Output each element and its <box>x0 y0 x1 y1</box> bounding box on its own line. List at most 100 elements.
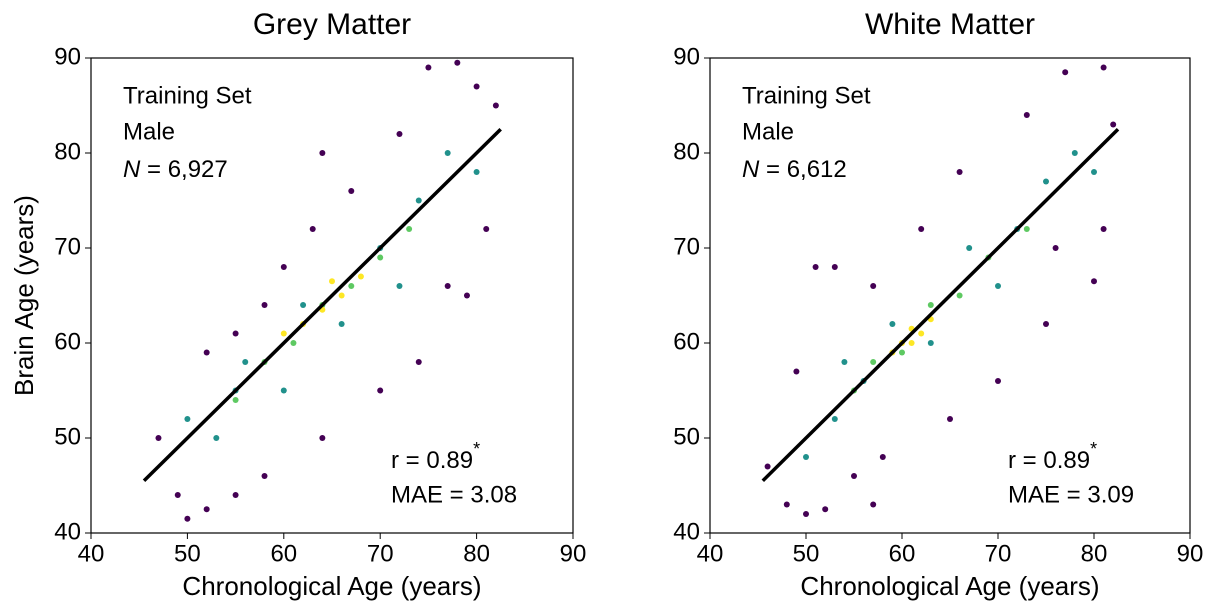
x-axis-label: Chronological Age (years) <box>182 571 481 601</box>
data-point <box>908 340 915 346</box>
data-point <box>425 64 432 71</box>
y-tick-label: 70 <box>54 233 81 260</box>
annotation: Male <box>742 118 794 145</box>
data-point <box>242 359 249 365</box>
x-tick-label: 80 <box>1081 540 1108 567</box>
annotation: Training Set <box>123 82 252 109</box>
y-tick-label: 60 <box>54 328 81 355</box>
data-point <box>348 283 355 289</box>
data-point <box>812 264 819 270</box>
data-point <box>406 226 413 232</box>
data-point <box>995 378 1001 384</box>
fit-line <box>761 128 1120 482</box>
data-point <box>396 283 403 289</box>
data-point <box>927 340 934 346</box>
x-tick-label: 50 <box>174 540 201 567</box>
data-point <box>155 435 162 441</box>
annotation: r = 0.89* <box>391 439 480 475</box>
data-point <box>870 359 877 365</box>
data-point <box>870 283 877 289</box>
data-point <box>803 454 809 460</box>
y-tick-label: 80 <box>673 138 700 165</box>
r-value: r = 0.89 <box>391 447 473 474</box>
annotation: Male <box>123 118 175 145</box>
n-symbol: N <box>123 156 141 183</box>
data-point <box>870 501 877 508</box>
y-tick-label: 80 <box>54 138 81 165</box>
data-point <box>174 492 181 498</box>
data-point <box>764 463 771 470</box>
data-point <box>1071 150 1078 156</box>
data-point <box>415 197 422 204</box>
data-point <box>280 387 287 394</box>
data-point <box>184 515 191 522</box>
data-point <box>280 330 287 337</box>
annotation: MAE = 3.09 <box>1008 481 1134 508</box>
x-tick-label: 70 <box>367 540 394 567</box>
y-axis-label: Brain Age (years) <box>9 195 39 396</box>
data-point <box>444 150 451 156</box>
annotation: N = 6,612 <box>742 156 847 183</box>
data-point <box>1110 121 1117 128</box>
x-axis-label: Chronological Age (years) <box>800 571 1099 601</box>
n-value: = 6,927 <box>140 156 227 183</box>
data-point <box>463 292 470 299</box>
r-mark: * <box>1090 439 1097 459</box>
data-point <box>377 254 384 261</box>
y-tick-label: 50 <box>673 423 700 450</box>
x-tick-label: 60 <box>270 540 297 567</box>
data-point <box>889 321 896 327</box>
data-point <box>415 359 422 365</box>
data-point <box>329 278 335 285</box>
data-point <box>1100 64 1107 71</box>
data-point <box>319 150 326 156</box>
data-point <box>793 368 800 375</box>
data-point <box>956 169 963 175</box>
data-point <box>1052 245 1059 251</box>
data-point <box>927 302 934 308</box>
y-tick-label: 90 <box>54 43 81 70</box>
data-point <box>851 473 857 479</box>
data-point <box>348 188 355 194</box>
data-point <box>319 435 326 441</box>
x-tick-label: 90 <box>1177 540 1204 567</box>
data-point <box>492 102 499 109</box>
y-tick-label: 50 <box>54 423 81 450</box>
x-tick-label: 80 <box>463 540 490 567</box>
data-point <box>357 273 364 280</box>
y-tick-label: 70 <box>673 233 700 260</box>
data-point <box>444 283 451 289</box>
data-point <box>831 416 838 422</box>
data-point <box>899 349 905 356</box>
data-point <box>879 454 886 460</box>
data-point <box>184 416 191 422</box>
data-point <box>454 59 461 66</box>
data-point <box>803 511 809 517</box>
r-value: r = 0.89 <box>1008 447 1090 474</box>
data-point <box>280 264 287 270</box>
data-point <box>203 506 210 513</box>
data-point <box>1043 178 1049 185</box>
data-point <box>995 283 1001 289</box>
data-point <box>956 292 963 299</box>
y-tick-label: 40 <box>54 518 81 545</box>
data-point <box>966 245 973 251</box>
data-point <box>1023 226 1030 232</box>
y-tick-label: 40 <box>673 518 700 545</box>
data-point <box>1062 69 1069 76</box>
data-point <box>338 292 345 299</box>
data-point <box>377 387 384 394</box>
data-point <box>783 501 790 508</box>
data-point <box>483 226 490 232</box>
y-tick-label: 60 <box>673 328 700 355</box>
data-point <box>232 330 239 337</box>
data-point <box>396 131 403 137</box>
data-point <box>473 83 480 90</box>
x-tick-label: 60 <box>889 540 916 567</box>
x-tick-label: 40 <box>78 540 105 567</box>
chart-title: White Matter <box>865 8 1035 41</box>
x-tick-label: 70 <box>985 540 1012 567</box>
data-point <box>1043 321 1049 327</box>
data-point <box>261 302 268 308</box>
